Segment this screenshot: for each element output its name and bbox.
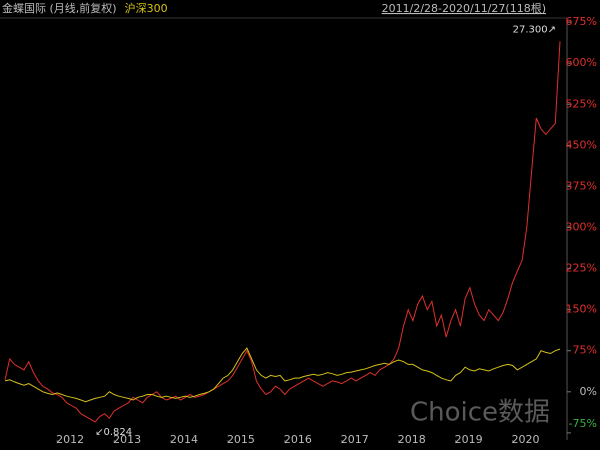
y-tick-label: 675% [566,15,597,28]
y-tick-label: 225% [566,262,597,275]
watermark: Choice数据 [410,398,550,428]
y-tick-label: -75% [569,417,597,430]
series-line [4,41,561,423]
annotation: ↙0.824 [95,427,132,438]
annotation: 27.300↗ [513,24,556,35]
x-tick-label: 2019 [455,433,483,446]
x-tick-label: 2013 [113,433,141,446]
y-tick-label: 300% [566,221,597,234]
x-tick-label: 2012 [56,433,84,446]
y-tick-label: 450% [566,138,597,151]
x-tick-label: 2014 [170,433,198,446]
y-tick-label: 150% [566,303,597,316]
y-tick-label: 0% [580,385,597,398]
y-tick-label: 600% [566,56,597,69]
y-tick-label: 375% [566,179,597,192]
date-range: 2011/2/28-2020/11/27(118根) [382,1,546,15]
x-tick-label: 2016 [284,433,312,446]
legend-entry: 金蝶国际 (月线,前复权) [2,1,117,15]
legend-entry: 沪深300 [125,1,168,15]
x-tick-label: 2017 [341,433,369,446]
x-tick-label: 2020 [512,433,540,446]
series-line [4,347,561,403]
y-tick-label: 75% [573,344,597,357]
y-tick-label: 525% [566,97,597,110]
x-tick-label: 2018 [398,433,426,446]
x-tick-label: 2015 [227,433,255,446]
